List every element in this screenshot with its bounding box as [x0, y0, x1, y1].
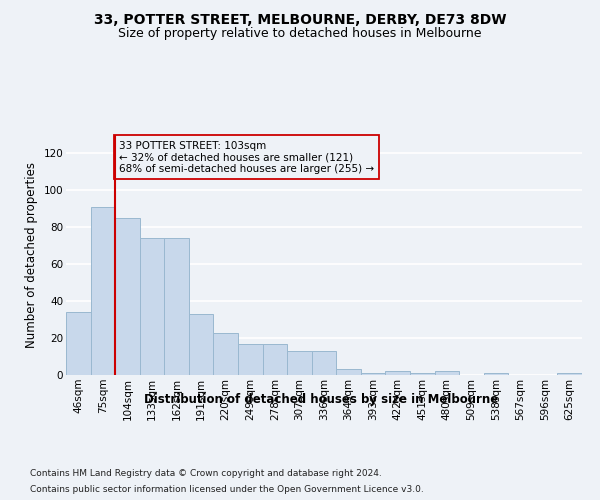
Bar [410, 373, 434, 375]
Y-axis label: Number of detached properties: Number of detached properties [25, 162, 38, 348]
Bar [287, 351, 312, 375]
Bar [557, 373, 582, 375]
Bar [434, 372, 459, 375]
Bar [189, 314, 214, 375]
Bar [336, 370, 361, 375]
Text: Contains public sector information licensed under the Open Government Licence v3: Contains public sector information licen… [30, 485, 424, 494]
Text: 33, POTTER STREET, MELBOURNE, DERBY, DE73 8DW: 33, POTTER STREET, MELBOURNE, DERBY, DE7… [94, 12, 506, 26]
Bar [361, 373, 385, 375]
Bar [66, 312, 91, 375]
Text: Size of property relative to detached houses in Melbourne: Size of property relative to detached ho… [118, 28, 482, 40]
Bar [214, 332, 238, 375]
Text: 33 POTTER STREET: 103sqm
← 32% of detached houses are smaller (121)
68% of semi-: 33 POTTER STREET: 103sqm ← 32% of detach… [119, 140, 374, 173]
Text: Contains HM Land Registry data © Crown copyright and database right 2024.: Contains HM Land Registry data © Crown c… [30, 468, 382, 477]
Bar [312, 351, 336, 375]
Bar [263, 344, 287, 375]
Bar [238, 344, 263, 375]
Bar [484, 373, 508, 375]
Text: Distribution of detached houses by size in Melbourne: Distribution of detached houses by size … [144, 392, 498, 406]
Bar [140, 238, 164, 375]
Bar [385, 372, 410, 375]
Bar [115, 218, 140, 375]
Bar [164, 238, 189, 375]
Bar [91, 207, 115, 375]
